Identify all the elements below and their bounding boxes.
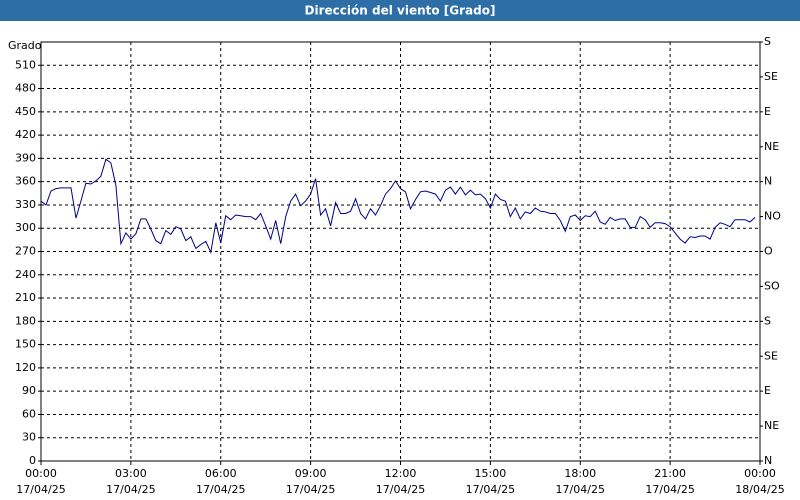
x-tick-label: 03:00 [115, 467, 147, 480]
y-tick-label: 60 [22, 407, 36, 420]
y2-tick-label: N [764, 454, 772, 467]
y-tick-label: 0 [29, 454, 36, 467]
y2-tick-label: NE [764, 419, 779, 432]
y2-tick-label: S [764, 35, 771, 48]
chart-title: Dirección del viento [Grado] [305, 4, 496, 18]
y-tick-label: 240 [15, 268, 36, 281]
y-tick-label: 210 [15, 291, 36, 304]
y-tick-label: 480 [15, 82, 36, 95]
y-tick-label: 360 [15, 175, 36, 188]
y-tick-label: 30 [22, 431, 36, 444]
x-tick-label: 00:00 [25, 467, 57, 480]
y2-tick-label: E [764, 105, 771, 118]
y2-tick-label: N [764, 175, 772, 188]
y-tick-label: 270 [15, 245, 36, 258]
plot-border [40, 41, 761, 462]
y-tick-label: 150 [15, 338, 36, 351]
y-tick-label: 450 [15, 105, 36, 118]
x-tick-label: 17/04/25 [16, 483, 65, 496]
y2-tick-label: SO [764, 279, 780, 292]
y2-tick-label: NO [764, 210, 781, 223]
y-tick-label: 510 [15, 58, 36, 71]
x-tick-label: 17/04/25 [466, 483, 515, 496]
x-tick-label: 17/04/25 [196, 483, 245, 496]
title-bar [0, 0, 800, 21]
y-tick-label: 420 [15, 128, 36, 141]
y2-tick-label: S [764, 314, 771, 327]
y-tick-label: 180 [15, 314, 36, 327]
x-tick-label: 17/04/25 [286, 483, 335, 496]
x-tick-label: 15:00 [475, 467, 507, 480]
y-tick-label: 120 [15, 361, 36, 374]
x-tick-label: 17/04/25 [106, 483, 155, 496]
x-tick-label: 18:00 [564, 467, 596, 480]
y2-tick-label: SE [764, 349, 778, 362]
x-tick-label: 06:00 [205, 467, 237, 480]
y2-tick-label: O [764, 245, 773, 258]
x-tick-label: 12:00 [385, 467, 417, 480]
y-axis-label: Grado [8, 39, 42, 52]
y-tick-label: 390 [15, 151, 36, 164]
y-tick-label: 300 [15, 221, 36, 234]
x-tick-label: 17/04/25 [645, 483, 694, 496]
x-tick-label: 00:00 [744, 467, 776, 480]
y-tick-label: 330 [15, 198, 36, 211]
y2-tick-label: SE [764, 70, 778, 83]
x-tick-label: 17/04/25 [556, 483, 605, 496]
x-tick-label: 18/04/25 [735, 483, 784, 496]
line-series [40, 158, 756, 254]
x-tick-label: 09:00 [295, 467, 327, 480]
x-tick-label: 17/04/25 [376, 483, 425, 496]
y2-tick-label: E [764, 384, 771, 397]
y2-tick-label: NE [764, 140, 779, 153]
x-tick-label: 21:00 [654, 467, 686, 480]
y-tick-label: 90 [22, 384, 36, 397]
